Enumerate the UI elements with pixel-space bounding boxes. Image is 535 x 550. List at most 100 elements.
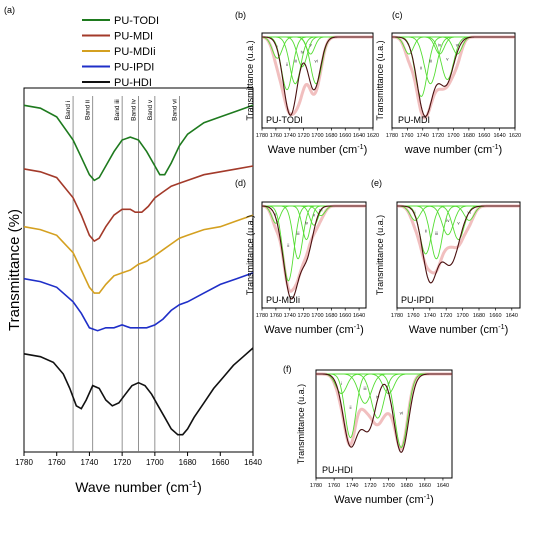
measured-curve	[397, 205, 520, 284]
band-label: Band i	[65, 101, 72, 119]
component-label: iii	[429, 59, 432, 64]
x-tick-label: 1680	[179, 458, 197, 467]
x-tick-label: 1780	[310, 483, 322, 489]
x-tick-label: 1720	[298, 133, 310, 139]
x-tick-label: 1640	[353, 313, 365, 319]
band-label: Band iii	[114, 99, 121, 120]
component-label: i	[341, 381, 342, 386]
x-tick-label: 1740	[424, 313, 436, 319]
legend-label: PU-MDI	[114, 31, 153, 43]
component-label: i	[275, 212, 276, 217]
x-tick-label: 1640	[506, 313, 518, 319]
x-tick-label: 1680	[463, 133, 475, 139]
x-tick-label: 1660	[211, 458, 229, 467]
plot-frame	[396, 201, 521, 309]
component-label: v	[457, 220, 460, 225]
x-tick-label: 1640	[494, 133, 506, 139]
x-tick-label: 1740	[284, 133, 296, 139]
panel-a: (a) Band i Band ii Band iii Band iv Band v Ban…	[4, 5, 262, 495]
x-tick-label: 1700	[382, 483, 394, 489]
component-label: v	[309, 42, 312, 47]
sample-label: PU-HDI	[322, 465, 353, 475]
x-tick-label: 1660	[478, 133, 490, 139]
series-line	[23, 347, 254, 436]
x-tick-label: 1680	[325, 313, 337, 319]
component-label: iv	[446, 218, 450, 223]
sample-label: PU-MDIi	[266, 295, 300, 305]
x-axis-label: Wave number (cm-1)	[268, 143, 367, 156]
component-label: ii	[425, 228, 427, 233]
y-axis-label: Transmittance (u.a.)	[375, 215, 385, 295]
component-label: iii	[435, 231, 438, 236]
x-tick-label: 1760	[270, 133, 282, 139]
x-tick-label: 1700	[311, 133, 323, 139]
series-line	[23, 272, 254, 332]
x-axis-label: wave number (cm-1)	[404, 143, 502, 156]
panel-label: (c)	[392, 10, 403, 20]
x-tick-label: 1720	[364, 483, 376, 489]
x-tick-label: 1720	[440, 313, 452, 319]
x-tick-label: 1780	[386, 133, 398, 139]
component-label: v	[446, 56, 449, 61]
panel-label: (f)	[283, 364, 292, 374]
x-tick-label: 1740	[417, 133, 429, 139]
x-tick-label: 1660	[339, 313, 351, 319]
x-tick-label: 1780	[15, 458, 33, 467]
component-label: ii	[287, 243, 289, 248]
x-tick-label: 1680	[325, 133, 337, 139]
component-label: iv	[301, 49, 305, 54]
panel-label: (a)	[4, 5, 15, 15]
legend-label: PU-TODI	[114, 15, 159, 27]
x-tick-label: 1760	[407, 313, 419, 319]
x-tick-label: 1780	[256, 313, 268, 319]
x-tick-label: 1700	[456, 313, 468, 319]
x-tick-label: 1720	[113, 458, 131, 467]
x-tick-label: 1700	[447, 133, 459, 139]
component-label: iii	[297, 231, 300, 236]
band-label: Band ii	[85, 100, 92, 120]
x-tick-label: 1720	[297, 313, 309, 319]
sample-label: PU-MDI	[398, 115, 430, 125]
x-tick-label: 1680	[401, 483, 413, 489]
sample-label: PU-TODI	[266, 115, 303, 125]
component-label: vi	[314, 59, 317, 64]
y-axis-label: Transmittance (u.a.)	[245, 215, 255, 295]
x-tick-label: 1680	[473, 313, 485, 319]
x-tick-label: 1660	[489, 313, 501, 319]
component-label: v	[313, 213, 316, 218]
x-tick-label: 1740	[284, 313, 296, 319]
y-axis-label: Transmittance (u.a.)	[375, 40, 385, 120]
x-tick-label: 1700	[146, 458, 164, 467]
component-label: ii	[420, 66, 422, 71]
measured-curve	[262, 205, 366, 300]
component-label: iii	[294, 59, 297, 64]
panel-label: (b)	[235, 10, 246, 20]
band-label: Band vi	[171, 99, 178, 121]
panel-label: (d)	[235, 178, 246, 188]
sample-label: PU-IPDI	[401, 295, 434, 305]
component-label: i	[415, 210, 416, 215]
x-tick-label: 1760	[401, 133, 413, 139]
component-label: ii	[349, 405, 351, 410]
plot-frame	[261, 201, 367, 309]
series-line	[23, 165, 254, 243]
x-tick-label: 1720	[432, 133, 444, 139]
measured-curve	[316, 373, 452, 454]
x-tick-label: 1660	[339, 133, 351, 139]
x-tick-label: 1740	[346, 483, 358, 489]
component-label: v	[387, 381, 390, 386]
component-label: vi	[400, 410, 403, 415]
x-tick-label: 1700	[311, 313, 323, 319]
series-line	[23, 104, 254, 182]
component-label: iv	[305, 220, 309, 225]
measured-curve	[262, 36, 373, 116]
x-tick-label: 1780	[391, 313, 403, 319]
x-tick-label: 1760	[328, 483, 340, 489]
y-axis-label: Transmittance (u.a.)	[245, 40, 255, 120]
x-tick-label: 1760	[48, 458, 66, 467]
legend: PU-TODI PU-MDI PU-MDIi PU-IPDI PU-HDI	[82, 15, 159, 89]
